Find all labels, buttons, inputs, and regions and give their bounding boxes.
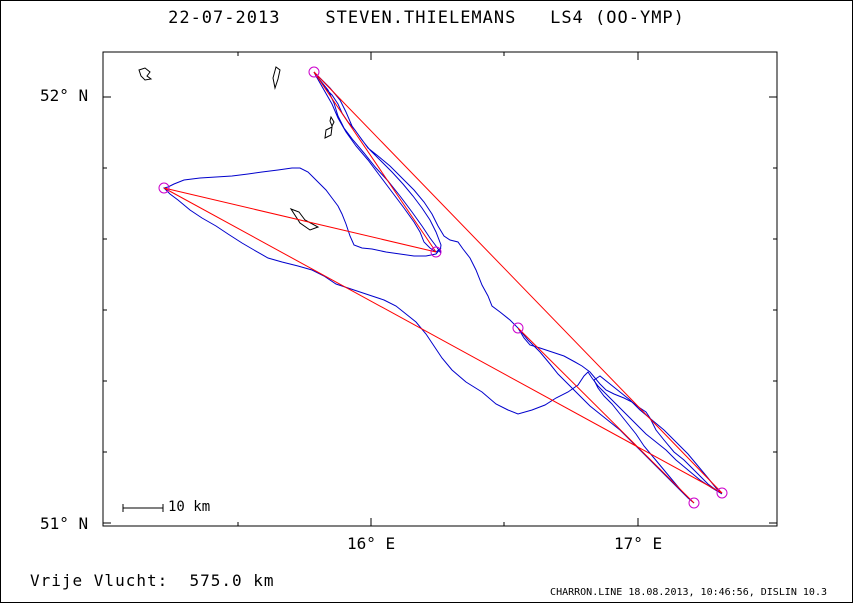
scale-bar-label: 10 km	[168, 499, 211, 515]
lake-outline-2	[272, 66, 281, 90]
footer-credit: CHARRON.LINE 18.08.2013, 10:46:56, DISLI…	[550, 587, 827, 598]
free-flight-distance: Vrije Vlucht: 575.0 km	[30, 571, 275, 590]
chart-title: 22-07-2013 STEVEN.THIELEMANS LS4 (OO-YMP…	[168, 8, 685, 28]
task-line-3	[163, 187, 437, 253]
lake-outline-1	[138, 67, 153, 81]
flight-track	[163, 71, 723, 495]
turnpoints	[158, 66, 728, 509]
turnpoint-2	[158, 182, 170, 194]
lon-label-17: 17° E	[614, 534, 663, 553]
lake-outlines	[138, 66, 335, 231]
turnpoint-5	[716, 487, 728, 499]
lat-label-51: 51° N	[40, 514, 89, 533]
lake-outline-3	[329, 115, 335, 128]
lake-outline-4	[324, 126, 333, 139]
turnpoint-1	[308, 66, 320, 78]
task-line-1	[313, 71, 723, 494]
plot-border	[102, 51, 778, 527]
turnpoint-6	[688, 497, 700, 509]
task-line-4	[313, 71, 437, 253]
lat-label-52: 52° N	[40, 86, 89, 105]
lon-label-16: 16° E	[347, 534, 396, 553]
turnpoint-3	[430, 246, 442, 258]
task-lines	[163, 71, 723, 504]
scale-bar	[122, 504, 164, 512]
turnpoint-4	[512, 322, 524, 334]
lake-outline-5	[289, 208, 320, 231]
task-line-2	[163, 187, 723, 494]
task-line-5	[517, 327, 695, 504]
tick-marks	[103, 52, 777, 526]
